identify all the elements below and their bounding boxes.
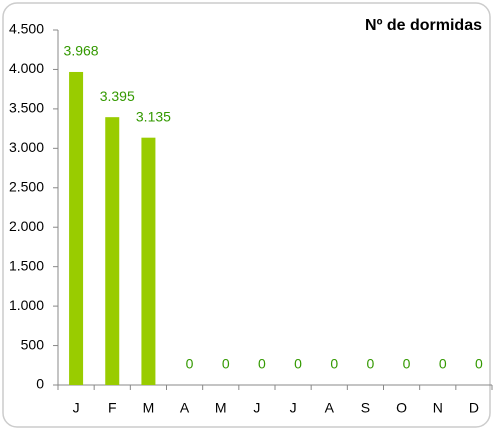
value-label: 0 xyxy=(403,356,411,372)
x-tick-label: D xyxy=(469,400,479,416)
value-label: 0 xyxy=(258,356,266,372)
y-tick-label: 4.500 xyxy=(9,21,44,37)
value-label: 3.135 xyxy=(136,108,171,124)
y-tick-label: 2.000 xyxy=(9,218,44,234)
y-tick-label: 1.500 xyxy=(9,257,44,273)
value-label: 0 xyxy=(367,356,375,372)
value-label: 0 xyxy=(294,356,302,372)
y-tick-label: 3.500 xyxy=(9,100,44,116)
x-tick-label: S xyxy=(361,400,370,416)
value-label: 0 xyxy=(222,356,230,372)
x-tick-label: J xyxy=(253,400,260,416)
value-label: 0 xyxy=(439,356,447,372)
bar xyxy=(141,137,156,385)
x-tick-label: F xyxy=(108,400,117,416)
y-tick-label: 0 xyxy=(36,376,44,392)
bar xyxy=(69,71,84,386)
value-label: 3.968 xyxy=(64,43,99,59)
y-tick-label: 3.000 xyxy=(9,139,44,155)
value-label: 3.395 xyxy=(100,88,135,104)
x-tick-label: M xyxy=(143,400,155,416)
value-label: 0 xyxy=(330,356,338,372)
y-tick-label: 2.500 xyxy=(9,178,44,194)
bar xyxy=(105,117,120,385)
y-tick-label: 4.000 xyxy=(9,60,44,76)
y-tick-label: 1.000 xyxy=(9,297,44,313)
value-label: 0 xyxy=(475,356,483,372)
x-tick-label: J xyxy=(290,400,297,416)
x-tick-label: A xyxy=(180,400,190,416)
value-label: 0 xyxy=(186,356,194,372)
x-tick-label: O xyxy=(396,400,407,416)
x-tick-label: A xyxy=(325,400,335,416)
x-tick-label: N xyxy=(433,400,443,416)
x-tick-label: J xyxy=(73,400,80,416)
chart-title: Nº de dormidas xyxy=(365,17,482,34)
y-tick-label: 500 xyxy=(21,336,45,352)
x-tick-label: M xyxy=(215,400,227,416)
